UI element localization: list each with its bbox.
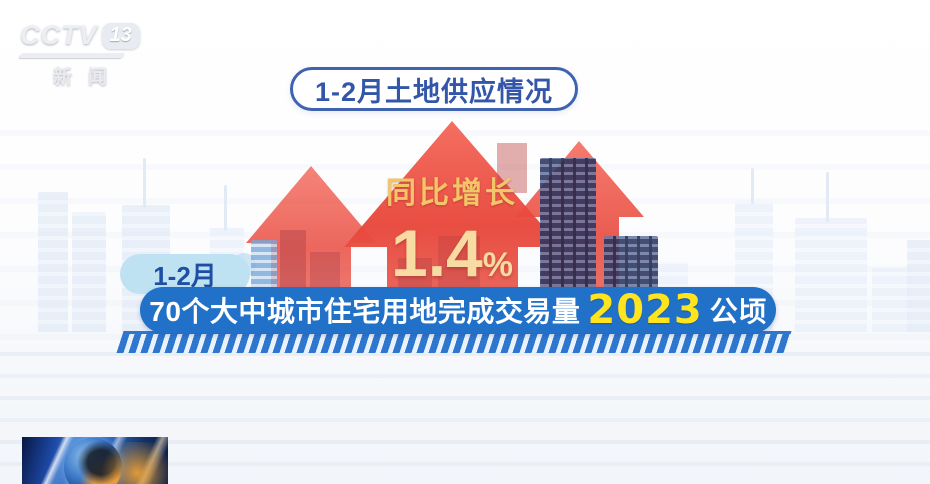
building-silhouette xyxy=(38,192,68,332)
arrow-center xyxy=(344,121,561,331)
period-badge-text: 1-2月 xyxy=(153,260,217,291)
growth-callout: 同比增长 1.4% xyxy=(352,168,552,286)
building-antenna xyxy=(143,158,146,208)
stripe-band xyxy=(116,331,792,353)
building-silhouette xyxy=(795,218,867,332)
stat-text-before: 70个大中城市住宅用地完成交易量 xyxy=(149,296,581,327)
stat-highlight-value: 2023 xyxy=(587,287,703,333)
channel-number-badge: 13 xyxy=(101,22,140,49)
cctv-logo-text: CCTV xyxy=(20,20,98,50)
building-silhouette xyxy=(907,240,930,332)
broadcast-thumbnail xyxy=(22,437,168,484)
stat-text-after: 公顷 xyxy=(709,296,767,327)
building-antenna xyxy=(224,185,227,231)
title-banner: 1-2月土地供应情况 xyxy=(290,67,578,111)
title-banner-text: 1-2月土地供应情况 xyxy=(314,76,554,107)
stat-banner: 70个大中城市住宅用地完成交易量 2023 公顷 xyxy=(140,287,776,333)
building-silhouette xyxy=(872,268,912,332)
logo-swoosh xyxy=(18,53,126,58)
building-antenna xyxy=(826,172,829,222)
logo-subtitle: 新闻 xyxy=(52,67,123,88)
growth-value: 1.4 xyxy=(391,216,483,290)
orange-glow xyxy=(92,442,168,484)
growth-label: 同比增长 xyxy=(386,177,518,210)
cctv13-logo: CCTV 13 新闻 xyxy=(18,20,140,89)
building-antenna xyxy=(751,168,754,204)
building-silhouette xyxy=(72,212,106,332)
growth-unit: % xyxy=(482,246,513,284)
